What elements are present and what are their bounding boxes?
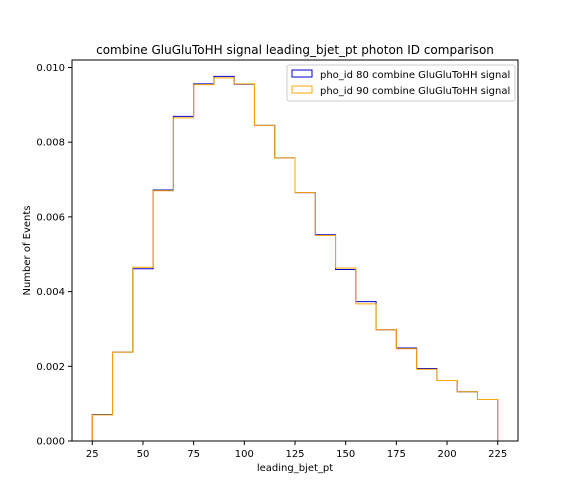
y-tick-label: 0.000	[36, 437, 65, 448]
legend-swatch-pho-id-90	[291, 85, 313, 94]
x-tick-label: 175	[387, 449, 406, 460]
legend: pho_id 80 combine GluGluToHH signal pho_…	[286, 64, 516, 102]
legend-box	[286, 64, 516, 102]
x-tick-label: 125	[285, 449, 304, 460]
series-layer	[91, 75, 499, 441]
legend-swatch-pho-id-80	[291, 69, 313, 78]
y-tick-label: 0.010	[36, 63, 65, 74]
y-axis: 0.000 0.002 0.004 0.006 0.008 0.010	[36, 63, 72, 448]
x-tick-label: 100	[235, 449, 254, 460]
series-line-pho-id-90	[91, 77, 499, 441]
legend-label-pho-id-90: pho_id 90 combine GluGluToHH signal	[320, 86, 510, 97]
x-tick-label: 225	[488, 449, 507, 460]
y-tick-label: 0.002	[36, 362, 65, 373]
x-tick-label: 50	[137, 449, 150, 460]
x-tick-label: 150	[336, 449, 355, 460]
chart-title: combine GluGluToHH signal leading_bjet_p…	[96, 43, 494, 57]
y-axis-label: Number of Events	[22, 205, 33, 295]
y-tick-label: 0.006	[36, 212, 65, 223]
x-tick-label: 200	[437, 449, 456, 460]
y-tick-label: 0.004	[36, 287, 65, 298]
y-tick-label: 0.008	[36, 138, 65, 149]
x-tick-label: 25	[86, 449, 99, 460]
legend-label-pho-id-80: pho_id 80 combine GluGluToHH signal	[320, 70, 510, 81]
x-axis: 25 50 75 100 125 150 175 200 225	[86, 441, 507, 460]
x-axis-label: leading_bjet_pt	[257, 463, 333, 474]
x-tick-label: 75	[187, 449, 200, 460]
